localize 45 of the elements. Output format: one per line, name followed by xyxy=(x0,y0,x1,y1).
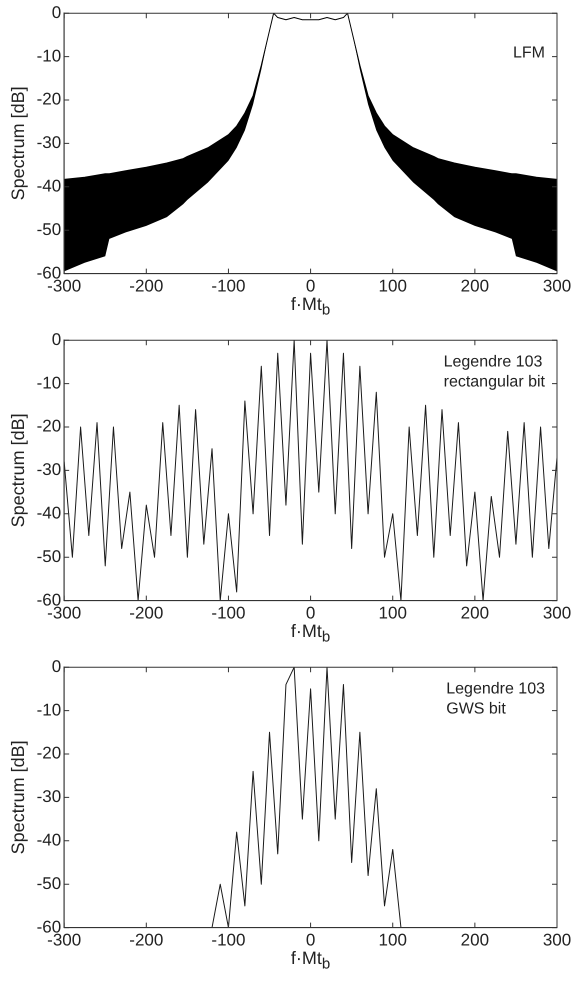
x-tick-label: -200 xyxy=(129,930,164,950)
y-axis-title: Spectrum [dB] xyxy=(8,740,28,854)
y-tick-label: -40 xyxy=(36,830,62,850)
y-tick-label: -10 xyxy=(36,700,62,720)
x-tick-label: 200 xyxy=(460,603,490,622)
y-tick-label: -40 xyxy=(36,503,62,522)
y-tick-label: -30 xyxy=(36,787,62,806)
y-tick-label: -30 xyxy=(36,460,62,480)
x-axis-title: f·Mt$_{b}$ xyxy=(290,294,330,319)
x-tick-label: -200 xyxy=(129,276,164,296)
annotation: Legendre 103 GWS bit xyxy=(446,680,546,718)
y-tick-label: -30 xyxy=(36,133,62,152)
x-tick-label: -100 xyxy=(211,603,246,622)
y-axis-title: Spectrum [dB] xyxy=(8,86,28,200)
y-tick-label: 0 xyxy=(52,656,62,676)
x-tick-label: 0 xyxy=(306,603,316,622)
x-tick-label: 300 xyxy=(542,930,572,950)
annotation: Legendre 103 rectangular bit xyxy=(444,354,546,391)
y-tick-label: 0 xyxy=(52,2,62,22)
x-tick-label: 100 xyxy=(378,276,407,296)
x-tick-label: 200 xyxy=(460,930,490,950)
y-tick-label: -50 xyxy=(36,546,62,566)
x-axis-title: f·Mt$_{b}$ xyxy=(290,621,330,646)
annotation: LFM xyxy=(513,44,545,62)
x-tick-label: 0 xyxy=(306,930,316,950)
y-tick-label: -20 xyxy=(36,744,62,763)
y-tick-label: -50 xyxy=(36,220,62,239)
x-tick-label: 300 xyxy=(542,276,572,296)
x-tick-label: -100 xyxy=(211,276,246,296)
x-tick-label: 200 xyxy=(460,276,490,296)
y-tick-label: -20 xyxy=(36,416,62,436)
x-tick-label: 100 xyxy=(378,603,407,622)
y-tick-label: 0 xyxy=(52,330,62,349)
y-axis-title: Spectrum [dB] xyxy=(8,413,28,528)
x-tick-label: 0 xyxy=(306,276,316,296)
x-tick-label: 100 xyxy=(378,930,407,950)
y-tick-label: -50 xyxy=(36,874,62,893)
x-axis-title: f·Mt$_{b}$ xyxy=(290,948,330,973)
x-tick-label: 300 xyxy=(542,603,572,622)
y-tick-label: -20 xyxy=(36,90,62,109)
y-tick-label: -40 xyxy=(36,176,62,196)
y-tick-label: -10 xyxy=(36,46,62,66)
y-tick-label: -10 xyxy=(36,373,62,392)
x-tick-label: -100 xyxy=(211,930,246,950)
x-tick-label: -200 xyxy=(129,603,164,622)
